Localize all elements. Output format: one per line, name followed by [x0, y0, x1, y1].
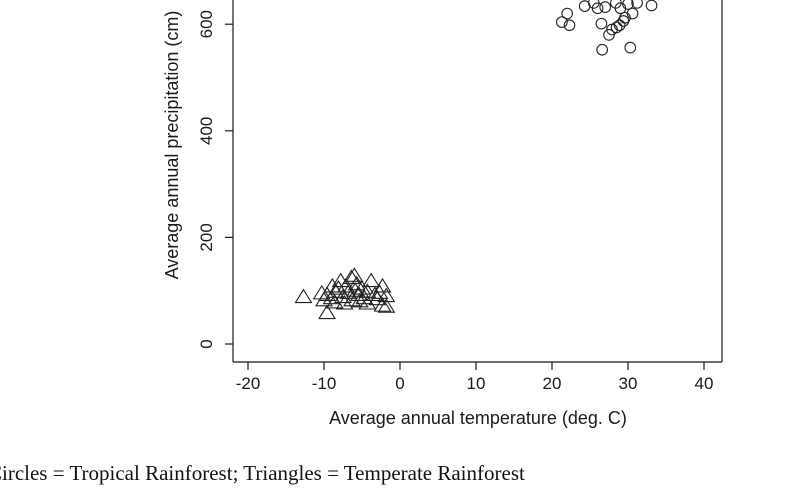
tropical-rainforest-point [609, 0, 622, 9]
tropical-rainforest-point [591, 2, 604, 15]
x-tick-label: 10 [467, 374, 486, 393]
tropical-rainforest-point [626, 7, 639, 20]
temperate-rainforest-point [294, 288, 313, 304]
tropical-rainforest-point [617, 15, 630, 27]
temperate-rainforest-point [377, 287, 396, 303]
tropical-rainforest-point [596, 43, 609, 56]
x-tick-label: 30 [619, 374, 638, 393]
temperate-rainforest-point [329, 280, 348, 295]
temperate-rainforest-point [368, 290, 387, 306]
temperate-rainforest-point [377, 298, 396, 313]
y-ticks: 0 200 400 600 [197, 10, 233, 349]
x-tick-label: -10 [312, 374, 337, 393]
temperate-rainforest-point [350, 292, 369, 308]
y-axis-title: Average annual precipitation (cm) [162, 11, 182, 280]
tropical-rainforest-point [556, 16, 568, 28]
temperate-rainforest-point [318, 304, 337, 320]
tropical-rainforest-point [561, 7, 574, 20]
temperate-rainforest-point [323, 277, 342, 293]
tropical-rainforest-point [645, 0, 658, 12]
x-tick-label: 0 [395, 374, 404, 393]
x-tick-label: 20 [543, 374, 562, 393]
tropical-rainforest-point [624, 41, 637, 54]
tropical-rainforest-point [563, 19, 576, 32]
tropical-rainforest-point [595, 17, 608, 30]
temperate-rainforest-point [346, 282, 365, 297]
x-axis-title: Average annual temperature (deg. C) [329, 408, 627, 428]
tropical-rainforest-point [599, 1, 612, 13]
temperate-rainforest-point [315, 291, 333, 307]
tropical-rainforest-point [603, 29, 615, 41]
x-ticks: -20 -10 0 10 20 30 40 [236, 362, 714, 393]
y-tick-label: 0 [197, 339, 216, 348]
y-tick-label: 400 [197, 117, 216, 145]
temperate-rainforest-point [342, 269, 361, 284]
y-tick-label: 200 [197, 223, 216, 251]
temperate-rainforest-point [325, 293, 344, 309]
tropical-rainforest-point [613, 19, 626, 32]
temperate-rainforest-point [362, 272, 381, 288]
tropical-rainforest-point [610, 21, 623, 34]
tropical-rainforest-point [622, 0, 634, 10]
x-tick-label: 40 [695, 374, 714, 393]
figure-caption: Circles = Tropical Rainforest; Triangles… [0, 461, 525, 485]
tropical-rainforest-point [631, 0, 643, 9]
temperate-rainforest-point [373, 277, 392, 293]
temperate-rainforest-point [337, 277, 356, 293]
data-markers [294, 0, 658, 320]
x-tick-label: -20 [236, 374, 261, 393]
temperate-rainforest-point [358, 283, 377, 298]
temperate-rainforest-point [358, 294, 377, 310]
temperate-rainforest-point [335, 294, 354, 310]
y-tick-label: 600 [197, 10, 216, 38]
